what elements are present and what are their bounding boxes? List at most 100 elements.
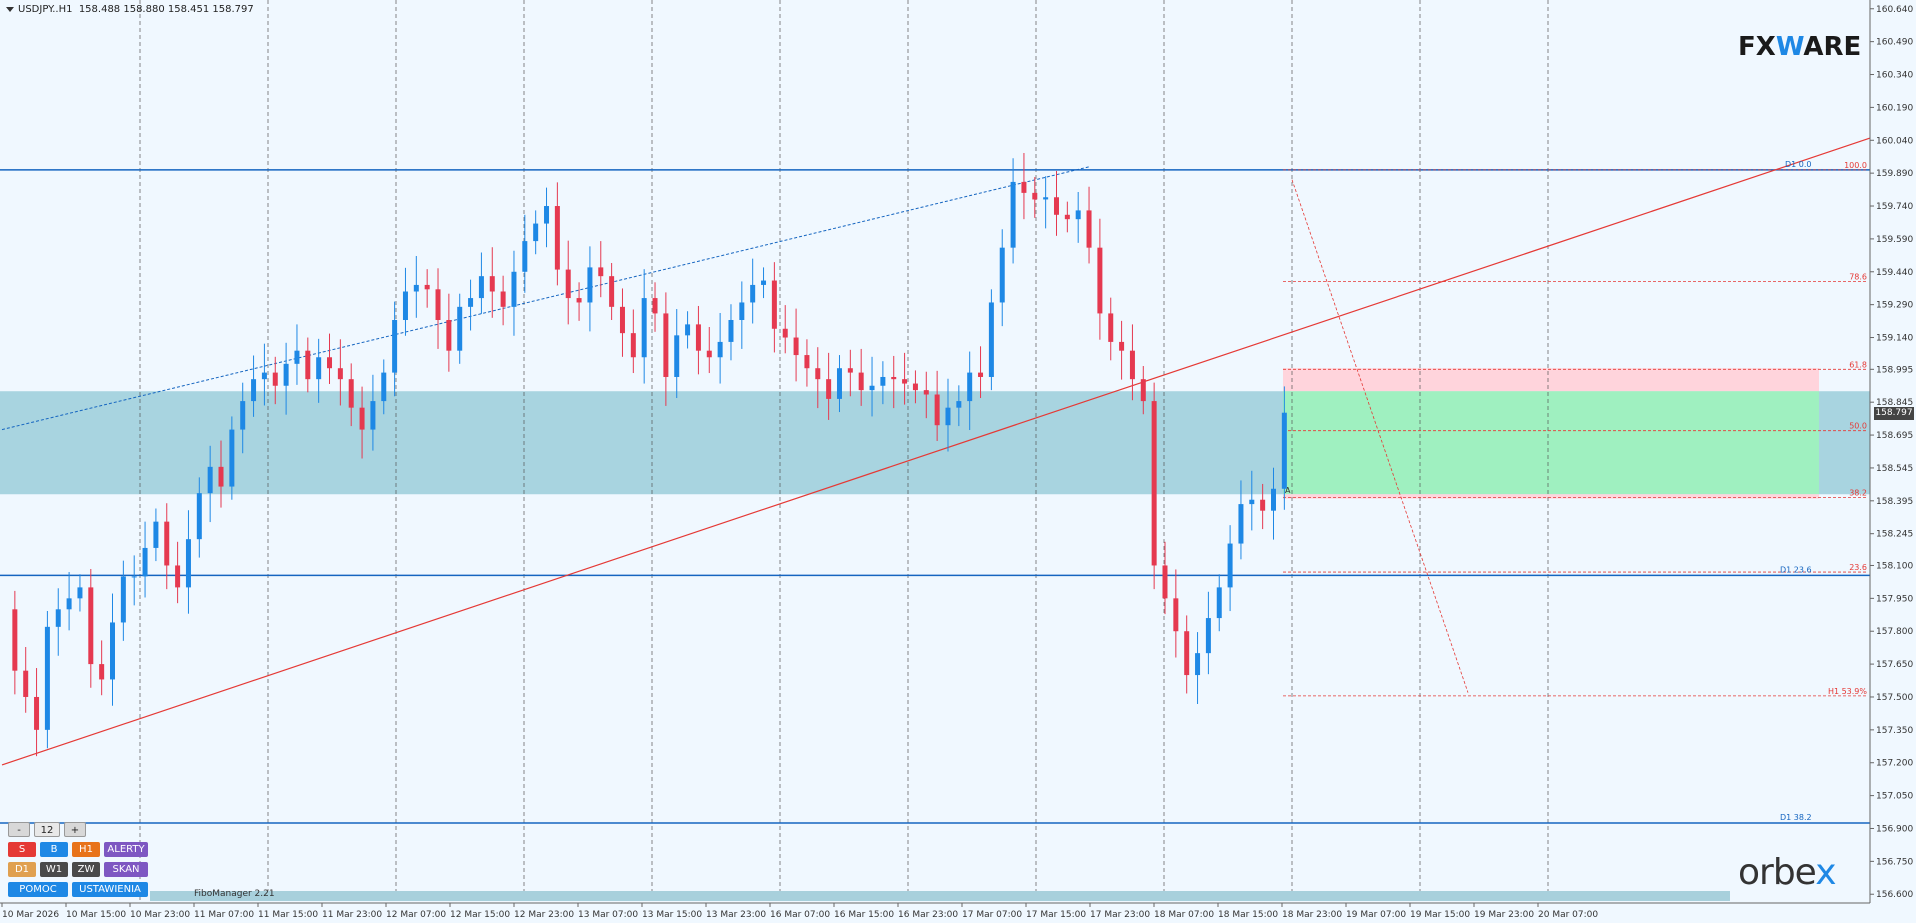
fib-level-label: H1 53.9% [1828,687,1867,696]
step-value[interactable]: 12 [34,822,60,837]
ohlc-values: 158.488 158.880 158.451 158.797 [78,4,254,15]
candle-body [1043,197,1049,200]
fxware-logo: FXWARE [1738,32,1862,62]
x-tick-label: 13 Mar 15:00 [642,910,702,920]
candle-body [1227,543,1233,588]
channel-line [1,166,1091,431]
candle-body [1162,565,1168,599]
candle-body [761,280,767,285]
candle-body [1260,499,1266,511]
candle-body [500,291,506,307]
x-tick-label: 17 Mar 23:00 [1090,910,1150,920]
step-controls: - 12 + [8,822,86,837]
candle-body [945,407,951,426]
candle-body [478,276,484,299]
candle-body [934,394,940,426]
candle-body [240,401,246,430]
x-tick-label: 18 Mar 07:00 [1154,910,1214,920]
fib-level-label: 61.8 [1849,360,1867,369]
alerts-button[interactable]: ALERTY [104,842,148,857]
candle-body [1184,631,1190,676]
candle-body [55,609,61,627]
x-tick-label: 10 Mar 23:00 [130,910,190,920]
candle-body [23,670,29,697]
y-tick-label: 158.995 [1876,365,1913,375]
y-tick-label: 159.140 [1876,334,1913,344]
candle-body [858,372,864,391]
candle-body [565,269,571,299]
candle-body [695,324,701,351]
y-tick-label: 158.395 [1876,497,1913,507]
candle-body [533,223,539,242]
candle-body [185,539,191,588]
x-tick-label: 16 Mar 15:00 [834,910,894,920]
y-tick-label: 157.350 [1876,726,1913,736]
candle-body [880,376,886,386]
candle-body [88,587,94,665]
candle-body [956,401,962,408]
indicator-bar[interactable] [150,891,1730,901]
candle-body [1064,214,1070,220]
candle-body [34,696,40,730]
fib-anchor-label: A [1285,486,1291,495]
candle-body [1108,313,1114,342]
zw-button[interactable]: ZW [72,862,100,877]
candle-body [847,368,853,373]
fib-level-label: 78.6 [1849,273,1867,282]
candle-body [739,302,745,320]
candle-body [1249,499,1255,505]
x-tick-label: 13 Mar 07:00 [578,910,638,920]
candle-body [1151,401,1157,566]
settings-button[interactable]: USTAWIENIA [72,882,148,897]
candle-body [967,372,973,402]
candle-body [435,289,441,320]
candle-body [782,328,788,338]
candle-body [1205,618,1211,654]
x-tick-label: 18 Mar 23:00 [1282,910,1342,920]
candle-body [153,521,159,548]
candle-body [793,337,799,356]
sell-button[interactable]: S [8,842,36,857]
increase-button[interactable]: + [64,822,86,837]
buy-button[interactable]: B [40,842,68,857]
h1-button[interactable]: H1 [72,842,100,857]
x-tick-label: 17 Mar 15:00 [1026,910,1086,920]
x-tick-label: 13 Mar 23:00 [706,910,766,920]
x-tick-label: 16 Mar 23:00 [898,910,958,920]
d1-button[interactable]: D1 [8,862,36,877]
candle-body [576,298,582,303]
candle-body [305,350,311,380]
candle-body [869,385,875,391]
price-axis [1870,0,1916,923]
x-tick-label: 16 Mar 07:00 [770,910,830,920]
candle-body [294,350,300,364]
y-tick-label: 158.100 [1876,561,1913,571]
x-tick-label: 12 Mar 07:00 [386,910,446,920]
y-tick-label: 159.290 [1876,301,1913,311]
candle-body [978,372,984,377]
candle-body [316,357,322,380]
candle-body [110,622,116,680]
x-tick-label: 11 Mar 15:00 [258,910,318,920]
help-button[interactable]: POMOC [8,882,68,897]
scan-button[interactable]: SKAN [104,862,148,877]
candle-body [663,313,669,377]
candle-body [1075,210,1081,220]
candle-body [1032,192,1038,200]
w1-button[interactable]: W1 [40,862,68,877]
y-tick-label: 159.740 [1876,202,1913,212]
x-tick-label: 10 Mar 2026 [2,910,59,920]
level-label: D1 23.6 [1780,565,1812,574]
y-tick-label: 159.440 [1876,268,1913,278]
candle-body [381,372,387,402]
x-tick-label: 11 Mar 23:00 [322,910,382,920]
fib-level-label: 100.0 [1844,161,1867,170]
candle-body [261,372,267,380]
y-tick-label: 160.040 [1876,136,1913,146]
decrease-button[interactable]: - [8,822,30,837]
candle-body [251,379,257,402]
dropdown-arrow-icon[interactable] [6,6,14,12]
x-tick-label: 18 Mar 15:00 [1218,910,1278,920]
